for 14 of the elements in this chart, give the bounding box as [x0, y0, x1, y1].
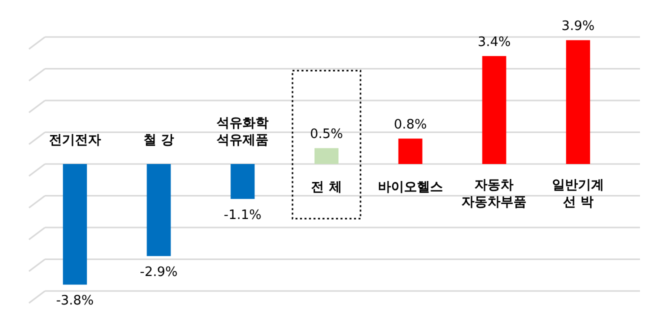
x-tick-label: 철 강: [144, 133, 174, 148]
data-label: 3.4%: [478, 35, 511, 50]
x-tick-label: 바이오헬스: [378, 180, 443, 195]
data-label: 0.8%: [394, 118, 427, 133]
x-tick-label: 전 체: [311, 180, 342, 195]
x-tick-label: 석유화학 석유제품: [216, 116, 269, 148]
data-label: -1.1%: [224, 208, 262, 223]
data-label: 0.5%: [310, 127, 344, 142]
x-tick-label: 전기전자: [48, 133, 101, 148]
x-tick-label: 일반기계 선 박: [552, 178, 604, 210]
data-label: 3.9%: [562, 19, 595, 34]
x-tick-label: 자동차 자동차부품: [462, 178, 527, 210]
data-label: -2.9%: [140, 265, 178, 280]
data-label: -3.8%: [56, 294, 94, 309]
